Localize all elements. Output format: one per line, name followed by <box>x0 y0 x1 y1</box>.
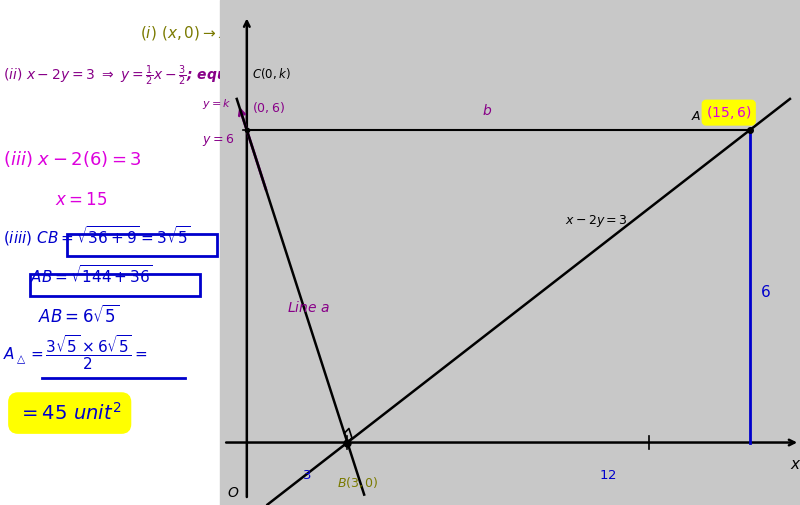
Text: $A$: $A$ <box>691 110 702 123</box>
Text: $=45\ unit^2$: $=45\ unit^2$ <box>18 402 122 424</box>
Text: $3$: $3$ <box>302 469 311 482</box>
Text: $AB=6\sqrt{5}$: $AB=6\sqrt{5}$ <box>38 305 119 327</box>
Text: $(iiii)\ CB=\sqrt{36+9}=3\sqrt{5}$: $(iiii)\ CB=\sqrt{36+9}=3\sqrt{5}$ <box>3 224 191 247</box>
Text: $(ii)\ x-2y=3\ \Rightarrow\ y=\frac{1}{2}x-\frac{3}{2}$; equation of line a is:: $(ii)\ x-2y=3\ \Rightarrow\ y=\frac{1}{2… <box>3 63 359 88</box>
Text: $(iii)\ x-2(6)=3$: $(iii)\ x-2(6)=3$ <box>3 149 142 169</box>
Text: $A_\triangle=\dfrac{3\sqrt{5}\times 6\sqrt{5}}{2}=$: $A_\triangle=\dfrac{3\sqrt{5}\times 6\sq… <box>3 333 148 372</box>
Text: $O$: $O$ <box>226 486 239 500</box>
Text: $y=6$: $y=6$ <box>202 132 234 148</box>
Text: $C(0,k)$: $C(0,k)$ <box>252 66 290 81</box>
Text: $Line\ a$: $Line\ a$ <box>287 300 330 315</box>
Text: $\approx k$: $\approx k$ <box>745 121 770 135</box>
Bar <box>67 234 217 256</box>
Text: $x=15$: $x=15$ <box>55 191 107 209</box>
Text: $6$: $6$ <box>760 284 770 300</box>
Text: $(i)\ (x,0)\rightarrow x-2y=3\ \ x-2(0)=3$: $(i)\ (x,0)\rightarrow x-2y=3\ \ x-2(0)=… <box>140 24 391 43</box>
Text: $12$: $12$ <box>599 469 616 482</box>
Text: $y=-2(x-3)\ \ y=-2x+6$: $y=-2(x-3)\ \ y=-2x+6$ <box>310 109 521 128</box>
Text: $B(3,0)$: $B(3,0)$ <box>668 19 727 39</box>
Text: $B(3,0)$: $B(3,0)$ <box>338 475 379 490</box>
Text: $b$: $b$ <box>482 103 492 118</box>
Bar <box>220 0 800 505</box>
Bar <box>30 274 200 296</box>
Text: $y=k$: $y=k$ <box>202 97 231 111</box>
Text: $(0,6)$: $(0,6)$ <box>252 100 285 115</box>
Text: $AB=\sqrt{144+36}$: $AB=\sqrt{144+36}$ <box>30 264 153 286</box>
Text: $x$: $x$ <box>790 457 800 472</box>
Text: $x-2y=3$: $x-2y=3$ <box>566 213 628 229</box>
Text: $(15,6)$: $(15,6)$ <box>706 104 751 121</box>
